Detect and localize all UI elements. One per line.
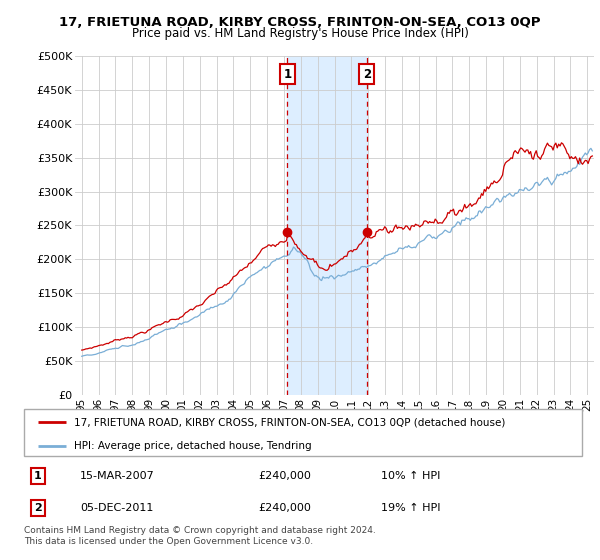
Bar xyxy=(287,56,367,395)
Text: Price paid vs. HM Land Registry's House Price Index (HPI): Price paid vs. HM Land Registry's House … xyxy=(131,27,469,40)
Text: 17, FRIETUNA ROAD, KIRBY CROSS, FRINTON-ON-SEA, CO13 0QP: 17, FRIETUNA ROAD, KIRBY CROSS, FRINTON-… xyxy=(59,16,541,29)
Text: HPI: Average price, detached house, Tendring: HPI: Average price, detached house, Tend… xyxy=(74,441,312,451)
Text: 10% ↑ HPI: 10% ↑ HPI xyxy=(381,471,440,481)
Text: 15-MAR-2007: 15-MAR-2007 xyxy=(80,471,155,481)
FancyBboxPatch shape xyxy=(24,409,582,456)
Text: 2: 2 xyxy=(363,68,371,81)
Text: 17, FRIETUNA ROAD, KIRBY CROSS, FRINTON-ON-SEA, CO13 0QP (detached house): 17, FRIETUNA ROAD, KIRBY CROSS, FRINTON-… xyxy=(74,417,506,427)
Text: 05-DEC-2011: 05-DEC-2011 xyxy=(80,503,153,513)
Text: 19% ↑ HPI: 19% ↑ HPI xyxy=(381,503,440,513)
Text: £240,000: £240,000 xyxy=(259,503,311,513)
Text: Contains HM Land Registry data © Crown copyright and database right 2024.
This d: Contains HM Land Registry data © Crown c… xyxy=(24,526,376,546)
Text: 1: 1 xyxy=(283,68,292,81)
Text: £240,000: £240,000 xyxy=(259,471,311,481)
Text: 2: 2 xyxy=(34,503,42,513)
Text: 1: 1 xyxy=(34,471,42,481)
